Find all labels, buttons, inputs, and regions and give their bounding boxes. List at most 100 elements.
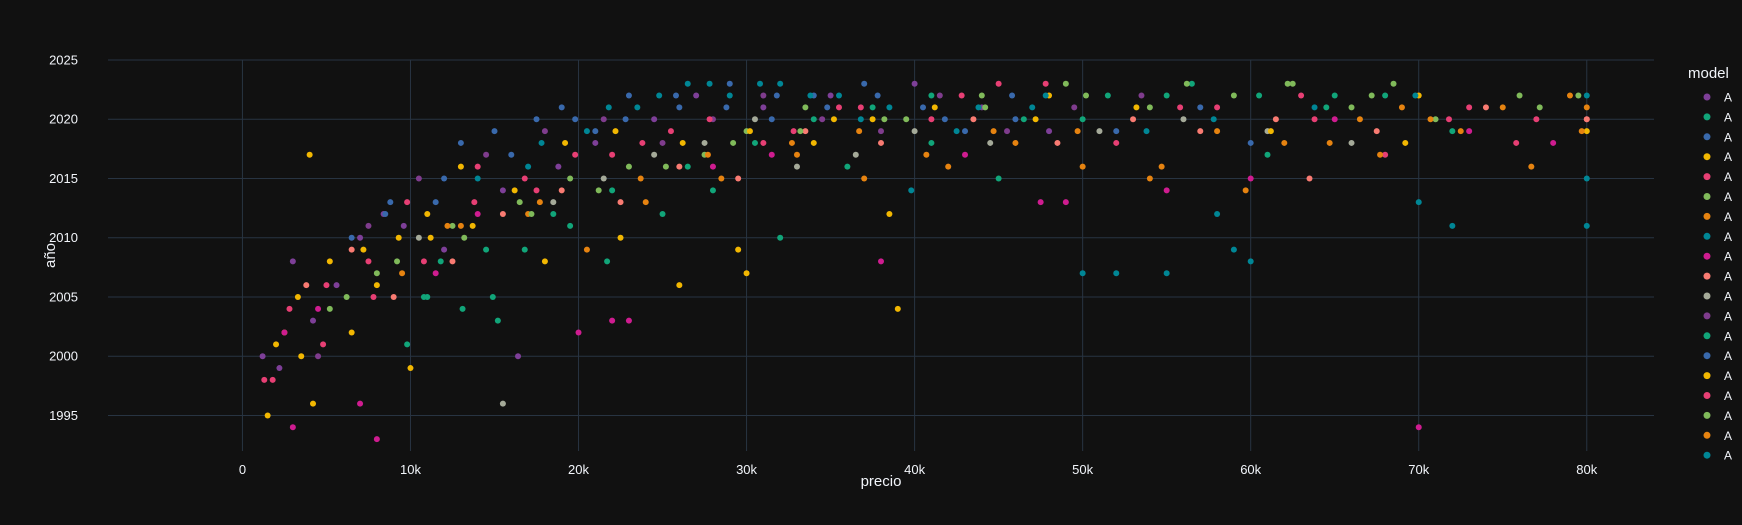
legend-item[interactable]: A <box>1703 190 1733 204</box>
data-point[interactable] <box>1138 92 1145 99</box>
legend-item[interactable]: A <box>1703 170 1733 184</box>
data-point[interactable] <box>1382 92 1389 99</box>
data-point[interactable] <box>622 116 629 123</box>
data-point[interactable] <box>802 104 809 111</box>
data-point[interactable] <box>441 175 448 182</box>
data-point[interactable] <box>881 116 888 123</box>
data-point[interactable] <box>1247 258 1254 265</box>
legend-item[interactable]: A <box>1703 290 1733 304</box>
data-point[interactable] <box>684 163 691 170</box>
data-point[interactable] <box>852 151 859 158</box>
data-point[interactable] <box>1311 104 1318 111</box>
data-point[interactable] <box>878 139 884 146</box>
data-point[interactable] <box>1062 80 1069 87</box>
data-point[interactable] <box>751 139 758 146</box>
data-point[interactable] <box>1306 175 1313 182</box>
data-point[interactable] <box>625 163 632 170</box>
data-point[interactable] <box>617 234 624 241</box>
data-point[interactable] <box>491 128 498 135</box>
data-point[interactable] <box>1143 128 1150 135</box>
data-point[interactable] <box>726 92 733 99</box>
data-point[interactable] <box>760 104 767 111</box>
data-point[interactable] <box>303 282 310 289</box>
data-point[interactable] <box>953 128 960 135</box>
data-point[interactable] <box>958 92 965 99</box>
data-point[interactable] <box>1180 116 1187 123</box>
data-point[interactable] <box>911 80 918 87</box>
data-point[interactable] <box>261 376 268 383</box>
data-point[interactable] <box>269 376 276 383</box>
data-point[interactable] <box>1331 92 1338 99</box>
data-point[interactable] <box>709 163 716 170</box>
data-point[interactable] <box>1004 128 1011 135</box>
data-point[interactable] <box>286 305 293 312</box>
data-point[interactable] <box>1163 92 1170 99</box>
data-point[interactable] <box>931 104 938 111</box>
data-point[interactable] <box>1449 128 1456 135</box>
data-point[interactable] <box>441 246 448 253</box>
data-point[interactable] <box>1348 104 1355 111</box>
data-point[interactable] <box>550 199 557 206</box>
data-point[interactable] <box>709 187 716 194</box>
data-point[interactable] <box>751 116 758 123</box>
data-point[interactable] <box>1583 128 1590 135</box>
data-point[interactable] <box>494 317 501 324</box>
data-point[interactable] <box>264 412 271 419</box>
data-point[interactable] <box>1029 104 1036 111</box>
data-point[interactable] <box>1009 92 1016 99</box>
data-point[interactable] <box>1466 128 1473 135</box>
data-point[interactable] <box>541 258 548 265</box>
data-point[interactable] <box>1230 246 1237 253</box>
data-point[interactable] <box>962 151 969 158</box>
data-point[interactable] <box>528 211 535 218</box>
legend-item[interactable]: A <box>1703 349 1733 363</box>
data-point[interactable] <box>679 139 686 146</box>
data-point[interactable] <box>995 80 1002 87</box>
data-point[interactable] <box>407 365 414 372</box>
data-point[interactable] <box>970 116 977 123</box>
data-point[interactable] <box>878 258 884 265</box>
data-point[interactable] <box>395 234 402 241</box>
data-point[interactable] <box>604 258 611 265</box>
legend-item[interactable]: A <box>1703 250 1733 264</box>
data-point[interactable] <box>1230 92 1237 99</box>
data-point[interactable] <box>259 353 266 360</box>
data-point[interactable] <box>945 163 952 170</box>
data-point[interactable] <box>1583 116 1590 123</box>
data-point[interactable] <box>1427 116 1434 123</box>
data-point[interactable] <box>457 139 464 146</box>
data-point[interactable] <box>609 151 616 158</box>
data-point[interactable] <box>878 128 884 135</box>
data-point[interactable] <box>903 116 910 123</box>
data-point[interactable] <box>1104 92 1111 99</box>
data-point[interactable] <box>294 293 301 300</box>
legend-item[interactable]: A <box>1703 110 1733 124</box>
data-point[interactable] <box>1398 104 1405 111</box>
data-point[interactable] <box>773 92 780 99</box>
data-point[interactable] <box>508 151 515 158</box>
data-point[interactable] <box>1457 128 1464 135</box>
data-point[interactable] <box>874 92 881 99</box>
data-point[interactable] <box>399 270 406 277</box>
data-point[interactable] <box>856 128 863 135</box>
data-point[interactable] <box>1499 104 1506 111</box>
data-point[interactable] <box>592 128 599 135</box>
data-point[interactable] <box>1466 104 1473 111</box>
data-point[interactable] <box>768 116 775 123</box>
data-point[interactable] <box>1449 222 1456 229</box>
data-point[interactable] <box>1214 128 1221 135</box>
data-point[interactable] <box>726 80 733 87</box>
data-point[interactable] <box>659 211 666 218</box>
data-point[interactable] <box>1079 270 1086 277</box>
data-point[interactable] <box>651 151 658 158</box>
data-point[interactable] <box>575 329 582 336</box>
data-point[interactable] <box>656 92 663 99</box>
data-point[interactable] <box>469 222 476 229</box>
data-point[interactable] <box>400 222 407 229</box>
data-point[interactable] <box>1583 92 1590 99</box>
data-point[interactable] <box>415 175 422 182</box>
data-point[interactable] <box>533 187 540 194</box>
data-point[interactable] <box>1432 116 1439 123</box>
data-point[interactable] <box>365 258 372 265</box>
